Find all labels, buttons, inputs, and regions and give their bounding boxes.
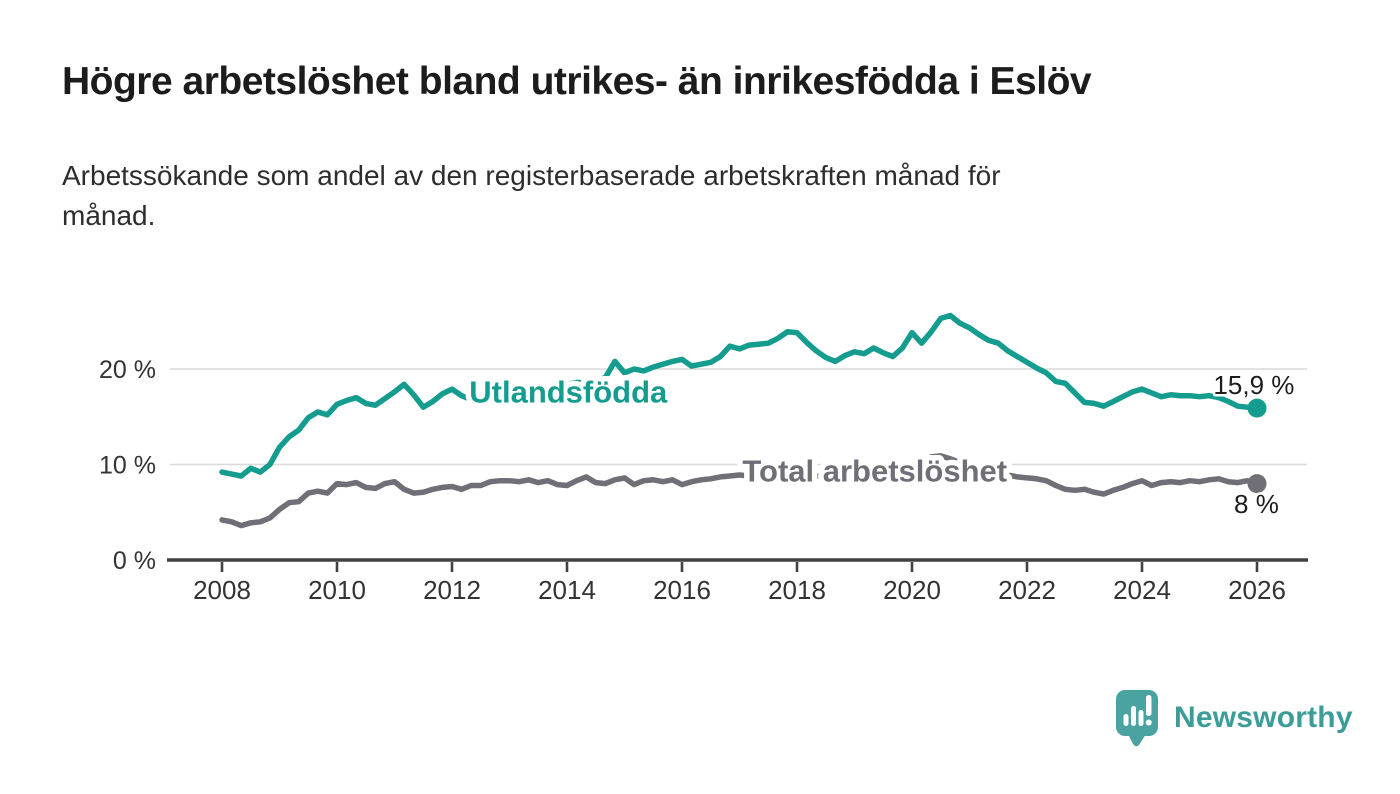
y-tick-label: 10 % [99, 452, 156, 480]
x-tick-label: 2010 [308, 575, 366, 605]
series-line-total-arbetsl-shet [219, 453, 1260, 529]
newsworthy-badge-bar-chart-icon [1116, 690, 1158, 747]
x-tick-label: 2012 [423, 575, 481, 605]
series-end-dot [1247, 398, 1267, 418]
series-inline-label: Total arbetslöshet [742, 454, 1007, 489]
series-inline-label: Utlandsfödda [469, 374, 668, 409]
y-tick-label: 0 % [113, 547, 156, 575]
series-end-value-label: 15,9 % [1213, 370, 1294, 400]
x-tick-label: 2022 [998, 575, 1056, 605]
series-lines [219, 312, 1260, 529]
series-end-value-label: 8 % [1234, 489, 1279, 519]
x-tick-label: 2014 [538, 575, 596, 605]
y-tick-label: 20 % [99, 356, 156, 384]
page-subtitle: Arbetssökande som andel av den registerb… [62, 160, 1001, 231]
series-end-dot [1247, 474, 1267, 494]
gridlines [170, 368, 1307, 466]
x-tick-label: 2018 [768, 575, 826, 605]
x-tick-label: 2008 [193, 575, 251, 605]
newsworthy-wordmark: Newsworthy [1174, 701, 1353, 734]
x-tick-label: 2024 [1113, 575, 1171, 605]
newsworthy-logo: Newsworthy [1115, 688, 1353, 748]
x-tick-label: 2020 [883, 575, 941, 605]
series-line-utlandsf-dda [219, 312, 1260, 479]
series-annotations: Utlandsfödda 15,9 % Total arbetslöshet 8 % [464, 367, 1297, 521]
x-tick-label: 2016 [653, 575, 711, 605]
page-title: Högre arbetslöshet bland utrikes- än inr… [62, 60, 1092, 103]
x-tick-label: 2026 [1228, 575, 1286, 605]
x-axis: 2008 2010 2012 2014 2016 2018 2020 2022 2024 2026 [167, 558, 1308, 605]
y-axis-labels: 0 % 10 % 20 % [99, 356, 156, 575]
